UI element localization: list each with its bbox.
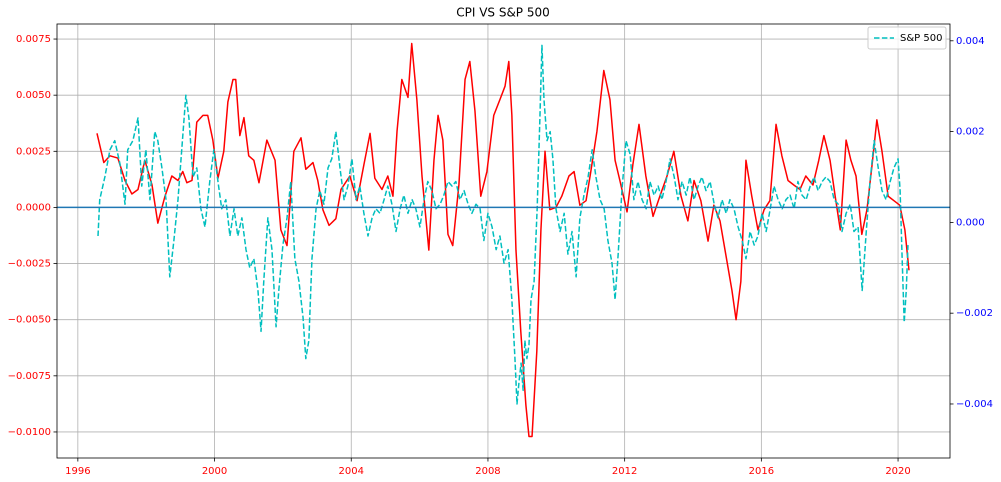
- legend-label: S&P 500: [900, 33, 942, 44]
- legend-box: [867, 26, 947, 50]
- y2-tick-label: −0.002: [956, 308, 993, 319]
- y2-tick-label: 0.004: [956, 36, 985, 47]
- x-tick-label: 2000: [202, 466, 227, 477]
- y-tick-label: 0.0000: [16, 202, 51, 213]
- x-tick-label: 2004: [339, 466, 364, 477]
- y-tick-label: 0.0075: [16, 34, 51, 45]
- y2-tick-label: −0.004: [956, 399, 993, 410]
- y-tick-label: −0.0025: [8, 259, 51, 270]
- plot-frame: [56, 23, 951, 459]
- y2-tick-label: 0.002: [956, 127, 985, 138]
- x-tick-label: 1996: [65, 466, 90, 477]
- x-tick-label: 2012: [612, 466, 637, 477]
- data-line: [97, 44, 909, 405]
- y-tick-label: −0.0075: [8, 371, 51, 382]
- y-tick-label: −0.0050: [8, 315, 51, 326]
- y-tick-label: 0.0050: [16, 90, 51, 101]
- data-line: [96, 42, 910, 438]
- x-tick-label: 2016: [749, 466, 774, 477]
- x-tick-label: 2008: [475, 466, 500, 477]
- y-tick-label: −0.0100: [8, 427, 51, 438]
- y-tick-label: 0.0025: [16, 146, 51, 157]
- chart-title: CPI VS S&P 500: [456, 6, 550, 20]
- y2-tick-label: 0.000: [956, 217, 985, 228]
- x-tick-label: 2020: [885, 466, 910, 477]
